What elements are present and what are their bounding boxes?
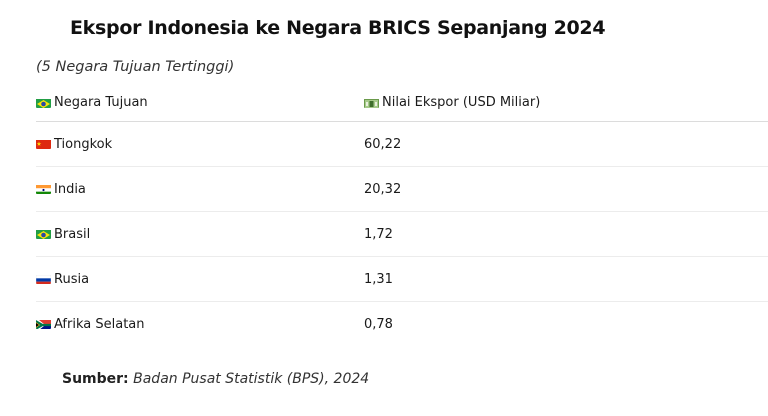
table-row: Tiongkok 60,22 <box>36 122 768 167</box>
export-value: 1,72 <box>364 226 393 242</box>
country-name: India <box>54 181 86 197</box>
south-africa-flag-icon <box>36 319 51 329</box>
table-row: Brasil 1,72 <box>36 212 768 257</box>
header-country-label: Negara Tujuan <box>54 95 148 110</box>
brazil-flag-icon <box>36 229 51 239</box>
export-value: 60,22 <box>364 136 402 152</box>
brazil-flag-icon <box>36 98 51 108</box>
table-header: Negara Tujuan Nilai Ekspor (USD Miliar) <box>36 84 768 122</box>
header-value-label: Nilai Ekspor (USD Miliar) <box>382 95 541 110</box>
country-name: Tiongkok <box>54 136 113 152</box>
country-name: Brasil <box>54 226 91 242</box>
source-text: Badan Pusat Statistik (BPS), 2024 <box>133 371 370 387</box>
page-title: Ekspor Indonesia ke Negara BRICS Sepanja… <box>70 17 606 39</box>
table-row: India 20,32 <box>36 167 768 212</box>
page-subtitle: (5 Negara Tujuan Tertinggi) <box>36 59 235 75</box>
export-value: 0,78 <box>364 316 393 332</box>
source-note: Sumber: Badan Pusat Statistik (BPS), 202… <box>62 371 369 387</box>
export-table: Negara Tujuan Nilai Ekspor (USD Miliar) … <box>36 84 768 346</box>
country-name: Rusia <box>54 271 90 287</box>
export-value: 1,31 <box>364 271 393 287</box>
russia-flag-icon <box>36 274 51 284</box>
country-name: Afrika Selatan <box>54 316 145 332</box>
table-row: Afrika Selatan 0,78 <box>36 302 768 346</box>
table-row: Rusia 1,31 <box>36 257 768 302</box>
china-flag-icon <box>36 139 51 149</box>
india-flag-icon <box>36 184 51 194</box>
money-icon <box>364 98 379 108</box>
source-label: Sumber: <box>62 371 129 387</box>
export-value: 20,32 <box>364 181 402 197</box>
header-value: Nilai Ekspor (USD Miliar) <box>364 95 540 110</box>
header-country: Negara Tujuan <box>36 95 148 110</box>
